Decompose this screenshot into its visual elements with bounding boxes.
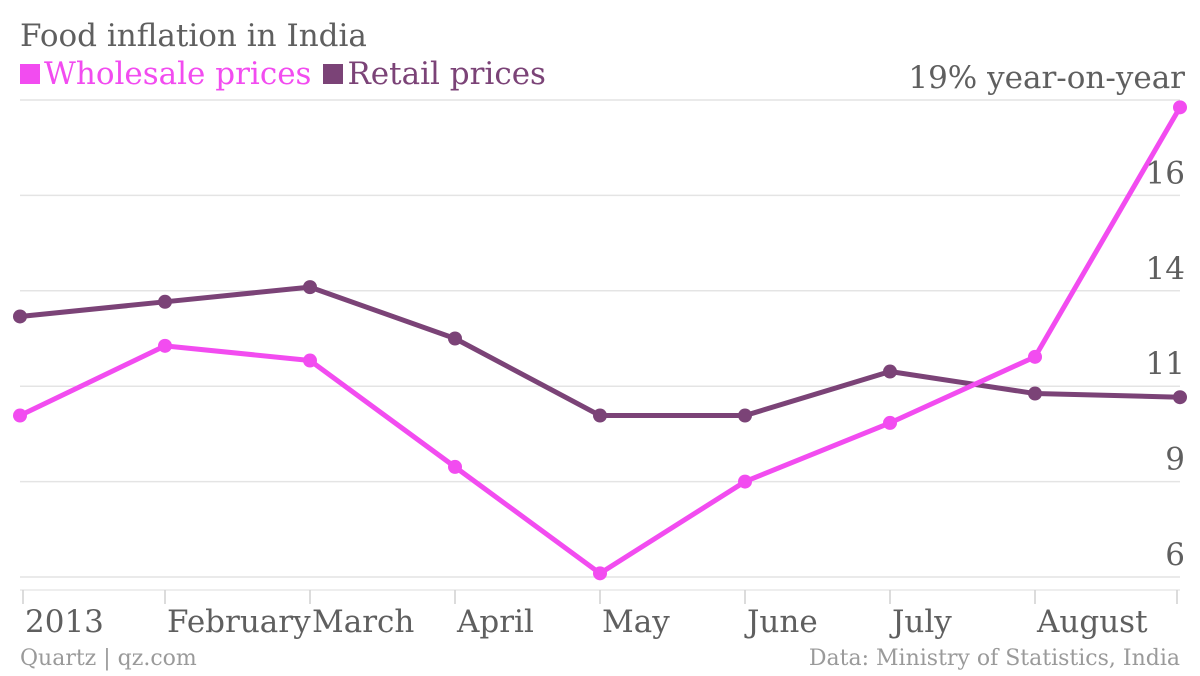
data-point <box>1173 390 1187 405</box>
data-point <box>593 408 607 423</box>
x-tick-label: April <box>456 604 534 640</box>
x-tick-label: August <box>1036 604 1148 640</box>
data-point <box>13 309 27 324</box>
series-line <box>17 284 1183 419</box>
x-tick-label: May <box>602 604 670 640</box>
x-tick-label: March <box>312 604 414 640</box>
data-point <box>738 408 752 423</box>
data-point <box>1028 349 1042 364</box>
data-point <box>883 364 897 379</box>
data-point <box>303 280 317 295</box>
y-tick-label: 11 <box>1146 346 1185 382</box>
source-credit: Quartz | qz.com <box>20 646 197 671</box>
data-point <box>738 474 752 489</box>
data-point <box>303 353 317 368</box>
legend-swatch-wholesale <box>20 64 40 84</box>
data-point <box>1173 100 1187 115</box>
data-point <box>593 566 607 581</box>
y-tick-label: 9 <box>1165 442 1185 478</box>
y-tick-label: 14 <box>1146 251 1185 287</box>
legend-item-retail: Retail prices <box>323 56 546 92</box>
x-axis <box>20 589 1180 604</box>
x-tick-label: July <box>889 604 952 640</box>
series-wholesale-prices <box>13 100 1187 581</box>
legend-label-wholesale: Wholesale prices <box>44 56 312 92</box>
x-tick-label: 2013 <box>25 604 104 640</box>
data-point <box>13 408 27 423</box>
data-source: Data: Ministry of Statistics, India <box>808 646 1180 671</box>
y-tick-label: 16 <box>1146 155 1185 191</box>
legend: Wholesale prices Retail prices <box>20 56 558 92</box>
legend-swatch-retail <box>323 64 344 84</box>
series-layer <box>13 100 1187 581</box>
x-tick-label: February <box>167 604 311 640</box>
chart-title: Food inflation in India <box>20 18 367 54</box>
data-point <box>1028 386 1042 401</box>
y-tick-label: 6 <box>1165 537 1185 573</box>
series-retail-prices <box>13 280 1187 423</box>
data-point <box>158 338 172 353</box>
y-tick-label: 19% year-on-year <box>908 60 1185 96</box>
grid-layer <box>20 99 1180 578</box>
data-point <box>158 294 172 309</box>
x-tick-label: June <box>744 604 818 640</box>
legend-label-retail: Retail prices <box>347 56 546 92</box>
legend-item-wholesale: Wholesale prices <box>20 56 311 92</box>
data-point <box>448 331 462 346</box>
data-point <box>883 415 897 430</box>
tick-label-layer: 6 9 11 14 16 19% year-on-year 2013 February Marc… <box>25 60 1185 640</box>
data-point <box>448 459 462 474</box>
series-line <box>17 104 1183 576</box>
